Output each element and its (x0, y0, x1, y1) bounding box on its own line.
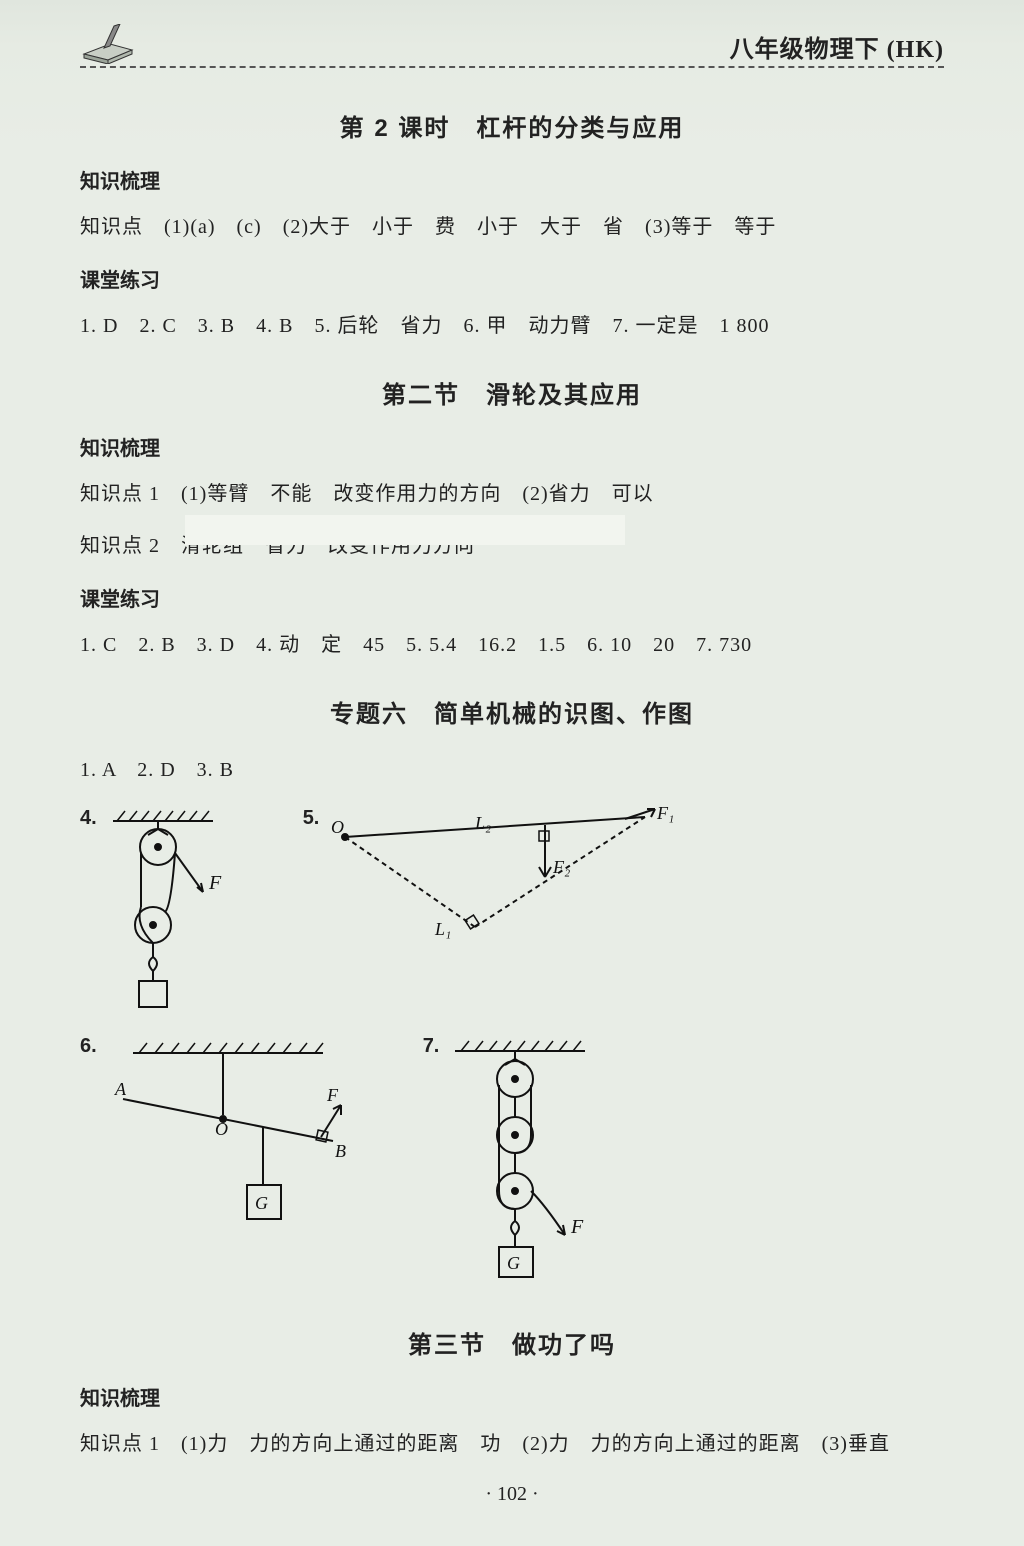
book-title: 八年级物理下 (HK) (730, 29, 944, 64)
svg-text:F: F (208, 872, 222, 894)
diagram-4-svg: F (103, 807, 243, 1017)
svg-text:L₁: L₁ (434, 919, 451, 939)
answers-line-3: 1. A 2. D 3. B (80, 751, 944, 789)
diagram-4: 4. (80, 807, 243, 1017)
svg-text:O: O (331, 817, 344, 837)
diagram-row-2: 6. (80, 1035, 944, 1295)
diagram-7-label: 7. (423, 1035, 440, 1058)
label-ketanglianxi-1: 课堂练习 (80, 264, 944, 293)
diagram-7-svg: F G (445, 1035, 615, 1295)
section-title-lesson2: 第 2 课时 杠杆的分类与应用 (80, 108, 944, 143)
kp2-line-1: 知识点 1 (1)等臂 不能 改变作用力的方向 (2)省力 可以 (80, 475, 944, 513)
svg-text:B: B (335, 1141, 346, 1161)
svg-text:F: F (570, 1216, 584, 1238)
svg-text:G: G (507, 1253, 520, 1273)
label-zhishishuli-2: 知识梳理 (80, 432, 944, 461)
diagram-6: 6. (80, 1035, 363, 1235)
page-number: · 102 · (80, 1483, 944, 1506)
label-ketanglianxi-2: 课堂练习 (80, 583, 944, 612)
notebook-icon (80, 24, 136, 64)
kp-line-1: 知识点 (1)(a) (c) (2)大于 小于 费 小于 大于 省 (3)等于 … (80, 208, 944, 246)
svg-text:O: O (215, 1119, 228, 1139)
label-zhishishuli-3: 知识梳理 (80, 1382, 944, 1411)
svg-text:A: A (114, 1079, 127, 1099)
answers-line-2: 1. C 2. B 3. D 4. 动 定 45 5. 5.4 16.2 1.5… (80, 626, 944, 664)
diagram-7: 7. (423, 1035, 616, 1295)
diagram-6-svg: A O B F G (103, 1035, 363, 1235)
diagram-row-1: 4. (80, 807, 944, 1017)
svg-text:L₂: L₂ (474, 813, 491, 833)
section-title-section2: 第二节 滑轮及其应用 (80, 375, 944, 410)
erased-patch (185, 515, 625, 545)
diagram-6-label: 6. (80, 1035, 97, 1058)
svg-text:F: F (326, 1085, 339, 1105)
page-header: 八年级物理下 (HK) (80, 20, 944, 68)
section-title-topic6: 专题六 简单机械的识图、作图 (80, 694, 944, 729)
section-title-section3: 第三节 做功了吗 (80, 1325, 944, 1360)
svg-text:G: G (255, 1193, 268, 1213)
diagram-5-label: 5. (303, 807, 320, 830)
svg-text:F₁: F₁ (656, 807, 674, 823)
answers-line-1: 1. D 2. C 3. B 4. B 5. 后轮 省力 6. 甲 动力臂 7.… (80, 307, 944, 345)
diagram-5: 5. O F₁ (303, 807, 686, 957)
kp4-line-1: 知识点 1 (1)力 力的方向上通过的距离 功 (2)力 力的方向上通过的距离 … (80, 1425, 944, 1463)
diagram-5-svg: O F₁ L₂ (325, 807, 685, 957)
diagram-4-label: 4. (80, 807, 97, 830)
label-zhishishuli-1: 知识梳理 (80, 165, 944, 194)
